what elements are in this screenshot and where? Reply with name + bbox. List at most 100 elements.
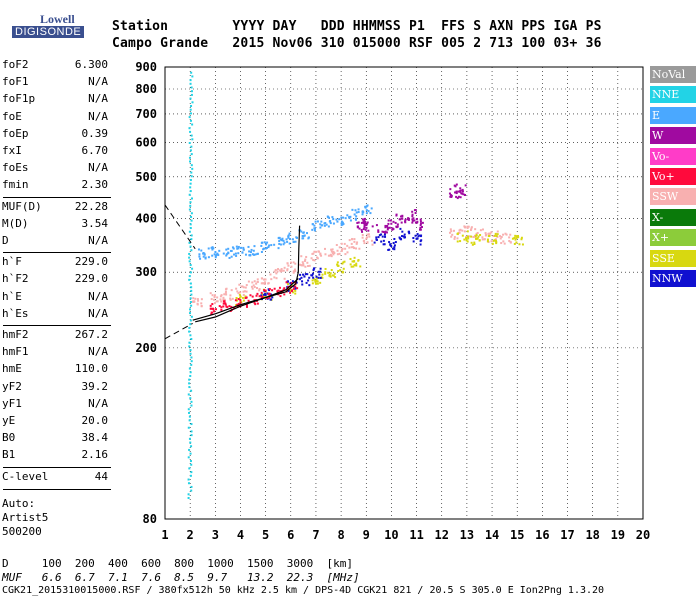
data-point-sse xyxy=(294,292,297,295)
data-point-ssw xyxy=(286,262,289,265)
data-point-w xyxy=(384,230,387,233)
data-point-ssw xyxy=(256,280,259,283)
data-point-e xyxy=(335,218,338,221)
data-point-e xyxy=(242,246,245,249)
data-point-nne xyxy=(189,149,192,152)
data-point-e xyxy=(202,252,205,255)
data-point-ssw xyxy=(280,269,283,272)
data-point-w xyxy=(387,222,390,225)
data-point-nnw xyxy=(414,234,417,237)
data-point-e xyxy=(225,248,228,251)
data-point-nnw xyxy=(301,280,304,283)
data-point-sse xyxy=(238,293,241,296)
data-point-nnw xyxy=(417,235,420,238)
data-point-ssw xyxy=(216,300,219,303)
data-point-e xyxy=(217,254,220,257)
data-point-sse xyxy=(465,239,468,242)
data-point-ssw xyxy=(289,261,292,264)
param-row: hmF1 N/A xyxy=(2,345,108,358)
param-key: hmE xyxy=(2,362,22,376)
data-point-nne xyxy=(187,456,190,459)
data-point-ssw xyxy=(219,298,222,301)
data-point-nne xyxy=(191,267,194,270)
data-point-sse xyxy=(513,242,516,245)
data-point-w xyxy=(389,219,392,222)
data-point-ssw xyxy=(353,240,356,243)
data-point-w xyxy=(412,217,415,220)
param-key: foEs xyxy=(2,161,29,175)
data-point-w xyxy=(448,192,451,195)
data-point-nne xyxy=(189,82,192,85)
data-point-e xyxy=(227,252,230,255)
data-point-ssw xyxy=(502,233,505,236)
data-point-e xyxy=(342,222,345,225)
param-value: 229.0 xyxy=(74,272,108,286)
data-point-nne xyxy=(189,441,192,444)
data-point-nne xyxy=(190,293,193,296)
data-point-w xyxy=(357,221,360,224)
data-point-ssw xyxy=(299,263,302,266)
data-point-e xyxy=(211,246,214,249)
data-point-nnw xyxy=(264,292,267,295)
data-point-w xyxy=(415,218,418,221)
data-point-sse xyxy=(337,264,340,267)
data-point-vo xyxy=(261,295,264,298)
data-point-nne xyxy=(189,371,192,374)
data-point-nne xyxy=(190,134,193,137)
data-point-ssw xyxy=(242,290,245,293)
data-point-e xyxy=(267,246,270,249)
data-point-ssw xyxy=(346,244,349,247)
data-point-ssw xyxy=(245,284,248,287)
data-point-nnw xyxy=(317,276,320,279)
data-point-e xyxy=(353,213,356,216)
data-point-ssw xyxy=(280,268,283,271)
data-point-e xyxy=(248,250,251,253)
data-point-sse xyxy=(475,234,478,237)
data-point-nnw xyxy=(308,276,311,279)
data-point-e xyxy=(367,210,370,213)
data-point-ssw xyxy=(453,237,456,240)
data-point-nne xyxy=(187,393,190,396)
data-point-vo xyxy=(279,295,282,298)
data-point-sse xyxy=(511,237,514,240)
data-point-vo xyxy=(290,282,293,285)
data-point-ssw xyxy=(310,257,313,260)
param-value: 2.16 xyxy=(81,448,109,462)
param-value: 0.39 xyxy=(81,126,109,140)
data-point-nnw xyxy=(403,233,406,236)
data-point-ssw xyxy=(456,237,459,240)
data-point-e xyxy=(336,220,339,223)
data-point-w xyxy=(386,228,389,231)
data-point-e xyxy=(319,226,322,229)
data-point-ssw xyxy=(194,297,197,300)
x-tick-label: 18 xyxy=(585,528,599,542)
data-point-ssw xyxy=(332,251,335,254)
data-point-e xyxy=(252,249,255,252)
data-point-ssw xyxy=(481,238,484,241)
data-point-sse xyxy=(314,279,317,282)
data-point-nne xyxy=(190,400,193,403)
data-point-ssw xyxy=(304,258,307,261)
data-point-ssw xyxy=(368,235,371,238)
data-point-vo xyxy=(232,306,235,309)
data-point-e xyxy=(214,256,217,259)
data-point-e xyxy=(327,216,330,219)
data-point-ssw xyxy=(479,229,482,232)
data-point-ssw xyxy=(300,255,303,258)
data-point-ssw xyxy=(330,250,333,253)
data-point-e xyxy=(278,242,281,245)
data-point-e xyxy=(262,248,265,251)
data-point-sse xyxy=(286,283,289,286)
data-point-ssw xyxy=(499,237,502,240)
data-point-sse xyxy=(518,243,521,246)
data-point-ssw xyxy=(197,299,200,302)
data-point-ssw xyxy=(267,282,270,285)
data-point-nne xyxy=(187,497,190,500)
param-key: M(D) xyxy=(2,216,29,230)
data-point-e xyxy=(281,237,284,240)
data-point-nnw xyxy=(307,279,310,282)
data-point-nne xyxy=(190,212,193,215)
data-point-e xyxy=(256,252,259,255)
data-point-w xyxy=(371,225,374,228)
data-point-nne xyxy=(190,175,193,178)
